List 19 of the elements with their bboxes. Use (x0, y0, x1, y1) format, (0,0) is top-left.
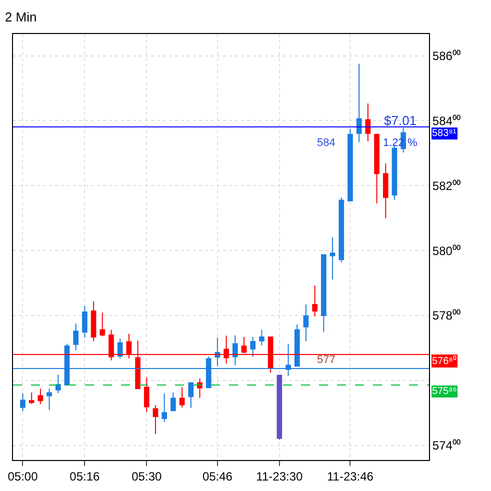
y-tick-label: 582⁰⁰ (432, 178, 460, 193)
annotation: 584 (317, 137, 336, 149)
y-tick-label: 584⁰⁰ (432, 114, 460, 128)
x-tick-label: 05:30 (132, 469, 162, 484)
chart-title: 2 Min (4, 9, 37, 24)
annotation: $7.01 (384, 113, 417, 128)
y-tick-label: 574⁰⁰ (432, 438, 460, 453)
y-tick-label: 578⁰⁰ (432, 308, 460, 323)
annotation: 577 (317, 354, 336, 366)
x-tick-label: 05:46 (202, 469, 233, 484)
y-tick-label: 586⁰⁰ (432, 48, 460, 63)
x-tick-label: 05:00 (8, 469, 38, 484)
ref-line-label: 583⁸¹ (432, 128, 457, 139)
ref-line-label: 575⁸⁶ (432, 386, 458, 397)
y-tick-label: 580⁰⁰ (432, 244, 460, 258)
x-tick-label: 05:16 (70, 469, 100, 484)
x-tick-label: 11-23:46 (326, 469, 374, 484)
x-tick-label: 11-23:30 (256, 469, 303, 484)
ref-line-label: 576⁸⁰ (432, 355, 457, 367)
